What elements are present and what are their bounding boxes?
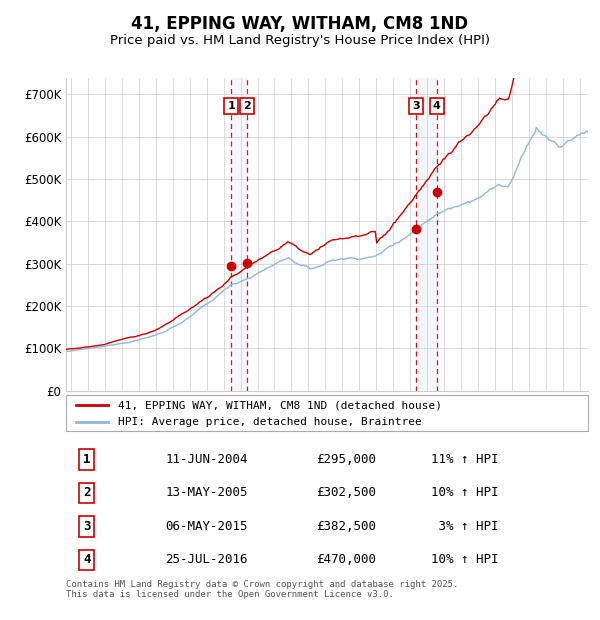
Text: 25-JUL-2016: 25-JUL-2016 (165, 554, 248, 566)
Text: HPI: Average price, detached house, Braintree: HPI: Average price, detached house, Brai… (118, 417, 422, 427)
Text: 06-MAY-2015: 06-MAY-2015 (165, 520, 248, 533)
Text: 11% ↑ HPI: 11% ↑ HPI (431, 453, 499, 466)
Text: £302,500: £302,500 (317, 487, 377, 499)
Text: £295,000: £295,000 (317, 453, 377, 466)
FancyBboxPatch shape (66, 395, 588, 431)
Bar (231, 78, 247, 391)
Text: £470,000: £470,000 (317, 554, 377, 566)
Text: 41, EPPING WAY, WITHAM, CM8 1ND: 41, EPPING WAY, WITHAM, CM8 1ND (131, 16, 469, 33)
Text: 3% ↑ HPI: 3% ↑ HPI (431, 520, 499, 533)
Text: 1: 1 (227, 100, 235, 111)
Text: £382,500: £382,500 (317, 520, 377, 533)
Text: 4: 4 (83, 554, 91, 566)
Text: Price paid vs. HM Land Registry's House Price Index (HPI): Price paid vs. HM Land Registry's House … (110, 34, 490, 47)
Bar (416, 78, 437, 391)
Text: 2: 2 (243, 100, 251, 111)
Text: 2: 2 (83, 487, 91, 499)
Text: 3: 3 (83, 520, 91, 533)
Text: 41, EPPING WAY, WITHAM, CM8 1ND (detached house): 41, EPPING WAY, WITHAM, CM8 1ND (detache… (118, 400, 442, 410)
Text: 13-MAY-2005: 13-MAY-2005 (165, 487, 248, 499)
Text: 10% ↑ HPI: 10% ↑ HPI (431, 554, 499, 566)
Text: Contains HM Land Registry data © Crown copyright and database right 2025.
This d: Contains HM Land Registry data © Crown c… (66, 580, 458, 599)
Text: 3: 3 (412, 100, 420, 111)
Text: 4: 4 (433, 100, 440, 111)
Text: 11-JUN-2004: 11-JUN-2004 (165, 453, 248, 466)
Text: 10% ↑ HPI: 10% ↑ HPI (431, 487, 499, 499)
Text: 1: 1 (83, 453, 91, 466)
